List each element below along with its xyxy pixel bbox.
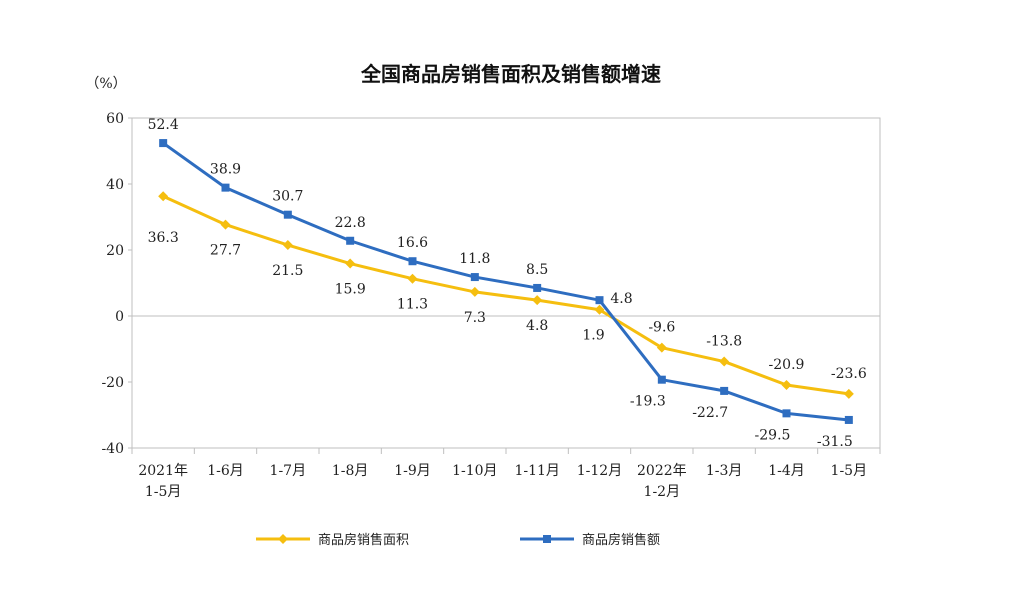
data-point [844,415,853,424]
data-label: 7.3 [464,310,486,326]
data-point [469,286,480,297]
y-tick-label: 60 [106,111,124,127]
data-point [594,304,605,315]
x-tick-label: 1-11月 [514,463,559,479]
legend-label: 商品房销售面积 [318,532,409,548]
data-label: 4.8 [526,318,548,334]
data-point [595,296,604,305]
data-label: -13.8 [706,334,742,350]
data-point [781,379,792,390]
x-tick-label: 1-4月 [768,463,805,479]
y-axis-ticks: 60 40 20 0 -20 -40 [101,111,132,457]
data-label: -29.5 [755,427,791,443]
data-label: -9.6 [648,320,675,336]
data-label: 30.7 [272,189,303,205]
data-point [657,375,666,384]
legend: 商品房销售面积 商品房销售额 [256,532,660,548]
data-point [719,356,730,367]
data-label: -19.3 [630,394,666,410]
data-label: -23.6 [831,366,867,382]
y-tick-label: -40 [101,441,124,457]
data-point [407,273,418,284]
legend-marker [543,535,551,543]
x-tick-label: 1-3月 [706,463,743,479]
data-label: 4.8 [610,291,632,307]
data-point [532,295,543,306]
data-label: 52.4 [148,117,179,133]
y-tick-label: 20 [106,243,124,259]
x-tick-label: 1-5月 [145,484,182,500]
data-label: 8.5 [526,262,548,278]
data-point [221,183,230,192]
data-label: 16.6 [397,235,428,251]
data-point [720,386,729,395]
series-line [162,141,849,422]
series-line [162,194,850,396]
x-tick-label: 1-9月 [394,463,431,479]
y-tick-label: 0 [115,309,124,325]
data-point [282,240,293,251]
data-label: 27.7 [210,243,241,259]
y-tick-label: 40 [106,177,124,193]
x-axis-ticks: 2021年 1-5月 1-6月 1-7月 1-8月 1-9月 1-10月 1-11月 1-12月… [131,448,881,500]
legend-marker [278,534,288,544]
data-label: -31.5 [817,434,853,450]
data-label: 11.3 [397,297,428,313]
x-tick-label: 1-12月 [577,463,622,479]
data-point [158,191,169,202]
data-point [159,139,168,148]
data-point [283,210,292,219]
data-label: 36.3 [148,230,179,246]
data-label: 21.5 [272,263,303,279]
data-label: -22.7 [692,405,728,421]
x-tick-label: 1-10月 [452,463,497,479]
data-point [408,257,417,266]
data-label: 11.8 [459,251,490,267]
series-layer [158,139,854,424]
data-point [843,388,854,399]
data-point [656,342,667,353]
y-axis-unit: （%） [85,76,126,92]
chart-title: 全国商品房销售面积及销售额增速 [361,62,661,86]
x-tick-label: 1-8月 [332,463,369,479]
x-tick-label: 2022年 [637,463,687,479]
data-label: 22.8 [335,215,366,231]
x-tick-label: 1-6月 [207,463,244,479]
data-point [345,258,356,269]
data-label: -20.9 [769,357,805,373]
y-tick-label: -20 [101,375,124,391]
legend-label: 商品房销售额 [582,532,660,548]
x-tick-label: 1-5月 [831,463,868,479]
data-label: 15.9 [335,282,366,298]
data-point [470,273,479,282]
data-point [346,236,355,245]
x-tick-label: 1-7月 [270,463,307,479]
data-labels: 36.3 52.4 27.7 38.9 21.5 30.7 15.9 22.8 11.3 16.6… [148,117,867,450]
data-point [533,283,542,292]
data-point [782,409,791,418]
x-tick-label: 1-2月 [644,484,681,500]
data-label: 1.9 [582,328,604,344]
x-tick-label: 2021年 [138,463,188,479]
data-point [220,219,231,230]
data-label: 38.9 [210,162,241,178]
